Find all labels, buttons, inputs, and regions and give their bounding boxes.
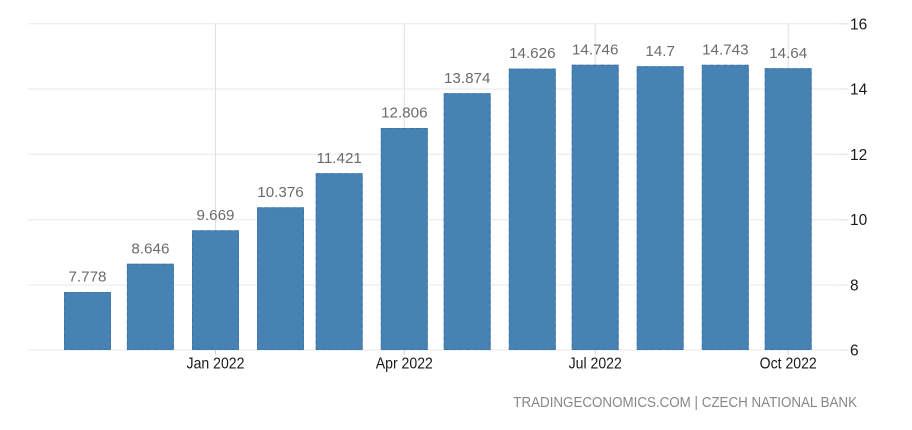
svg-text:Oct 2022: Oct 2022 xyxy=(760,355,817,373)
svg-text:12.806: 12.806 xyxy=(381,105,427,122)
svg-text:TRADINGECONOMICS.COM | CZECH N: TRADINGECONOMICS.COM | CZECH NATIONAL BA… xyxy=(513,394,857,411)
svg-text:Jan 2022: Jan 2022 xyxy=(187,355,245,373)
svg-text:7.778: 7.778 xyxy=(68,269,106,286)
svg-text:8: 8 xyxy=(850,278,859,295)
svg-text:14.64: 14.64 xyxy=(769,45,807,62)
svg-text:16: 16 xyxy=(850,16,867,33)
svg-text:Apr 2022: Apr 2022 xyxy=(376,355,433,373)
svg-text:14.626: 14.626 xyxy=(509,45,555,62)
svg-text:12: 12 xyxy=(850,147,867,164)
svg-text:6: 6 xyxy=(850,343,859,360)
svg-text:8.646: 8.646 xyxy=(131,240,169,257)
svg-text:14: 14 xyxy=(850,82,868,99)
svg-text:9.669: 9.669 xyxy=(196,207,234,224)
svg-text:Jul 2022: Jul 2022 xyxy=(569,355,622,373)
svg-text:11.421: 11.421 xyxy=(317,150,362,167)
svg-text:10: 10 xyxy=(850,212,868,229)
svg-text:10.376: 10.376 xyxy=(257,184,303,201)
svg-text:13.874: 13.874 xyxy=(444,70,490,87)
svg-text:14.743: 14.743 xyxy=(702,41,748,58)
svg-text:14.746: 14.746 xyxy=(572,41,618,58)
svg-text:14.7: 14.7 xyxy=(645,43,675,60)
